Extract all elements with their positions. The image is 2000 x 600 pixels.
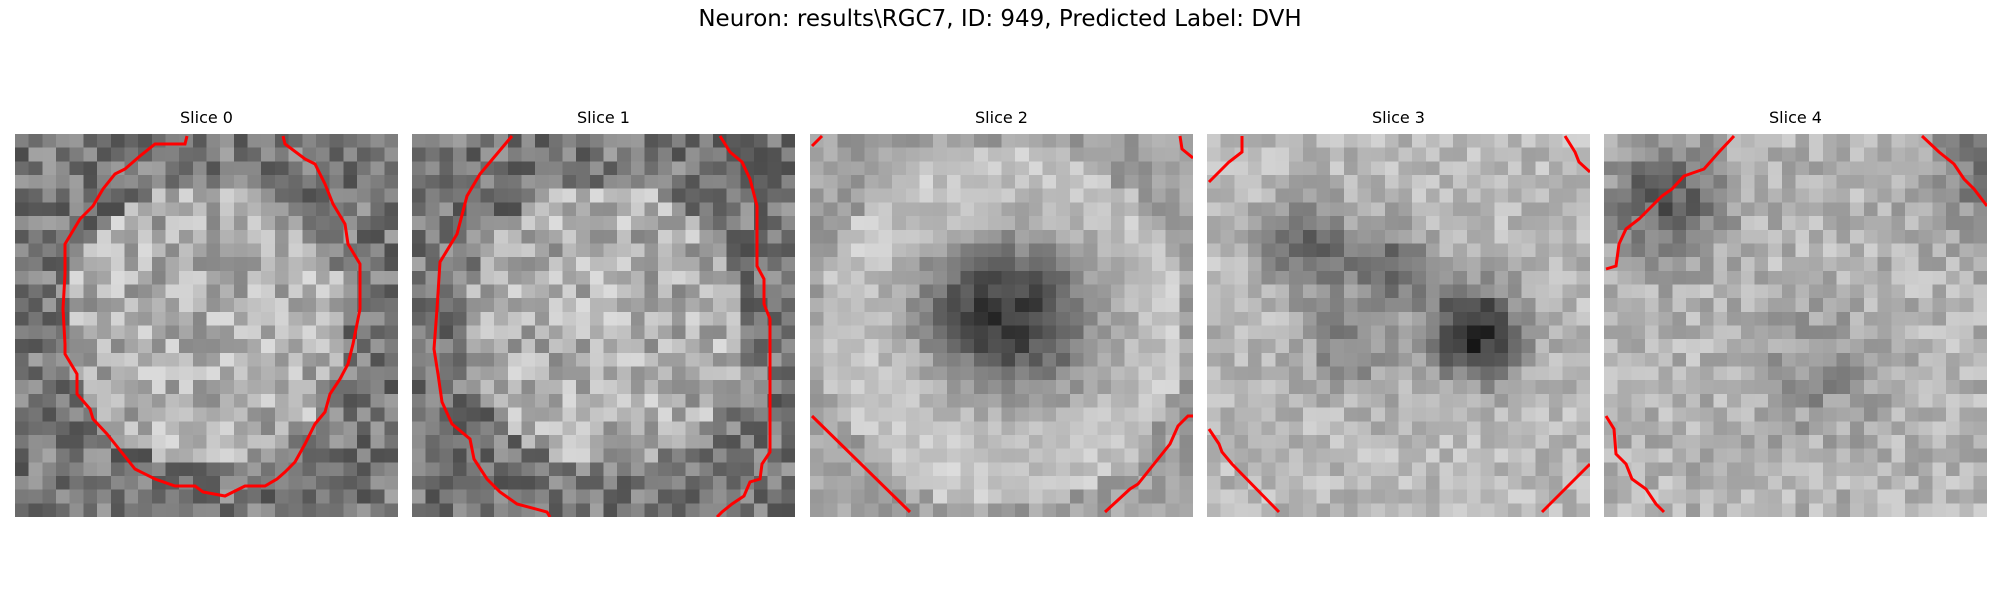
contour-line — [810, 134, 824, 148]
slice-image — [15, 134, 398, 517]
contour-overlay — [1207, 135, 1590, 514]
contour-line — [810, 414, 912, 514]
contour-overlay — [1604, 134, 1987, 514]
contour-line — [1920, 134, 1987, 207]
contour-line — [432, 135, 552, 517]
contour-overlay — [61, 135, 362, 498]
contour-line — [61, 135, 362, 498]
slice-image — [1207, 134, 1590, 517]
slice-title: Slice 4 — [1769, 108, 1822, 127]
contour-line — [1563, 135, 1590, 174]
slice-image — [1604, 134, 1987, 517]
slice-title: Slice 0 — [180, 108, 233, 127]
slice-image — [412, 134, 795, 517]
contour-line — [715, 135, 772, 517]
contour-line — [1207, 136, 1244, 184]
slice-pixels — [412, 134, 795, 517]
contour-line — [1540, 462, 1590, 514]
slice-pixels — [1604, 134, 1987, 517]
contour-line — [1207, 428, 1281, 514]
slice-pixels — [1207, 134, 1590, 517]
contour-overlay — [432, 135, 772, 517]
slice-title: Slice 1 — [577, 108, 630, 127]
slice-title: Slice 3 — [1372, 108, 1425, 127]
slice-title: Slice 2 — [975, 108, 1028, 127]
slice-pixels — [810, 134, 1193, 517]
slice-image — [810, 134, 1193, 517]
contour-overlay — [810, 134, 1193, 514]
contour-line — [1604, 415, 1666, 514]
contour-line — [1103, 414, 1193, 514]
contour-line — [1605, 134, 1736, 271]
figure-title: Neuron: results\RGC7, ID: 949, Predicted… — [698, 6, 1302, 32]
slice-pixels — [15, 134, 398, 517]
contour-line — [1178, 135, 1193, 160]
